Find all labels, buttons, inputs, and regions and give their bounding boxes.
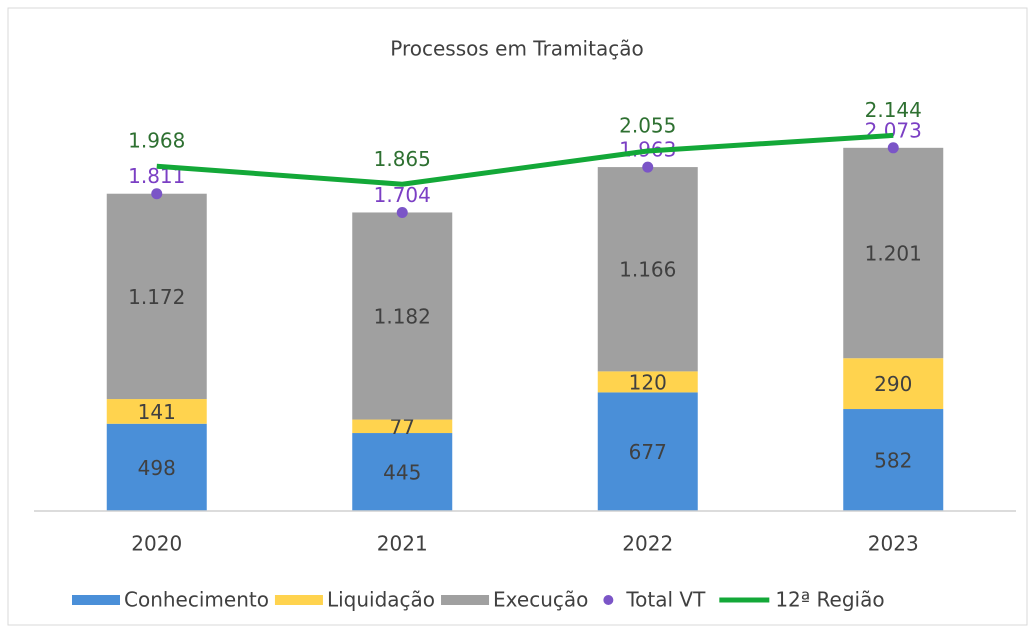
legend-swatch [441,595,490,605]
data-label: 290 [874,372,912,396]
data-label: 498 [138,456,176,480]
x-tick-label: 2022 [622,532,673,556]
legend-label: Total VT [625,588,706,612]
line-series [156,132,894,187]
data-label: 141 [138,400,176,424]
bar-segment [106,193,207,400]
x-tick-label: 2020 [131,532,182,556]
point [642,161,654,173]
bar-segment [843,147,944,359]
data-label: 1.172 [128,285,185,309]
data-label: 1.865 [374,147,431,171]
bar-segment [597,167,698,372]
legend-label: Liquidação [327,588,435,612]
data-label: 2.055 [619,113,676,137]
data-label: 1.166 [619,258,676,282]
data-label: 1.704 [374,183,431,207]
data-label: 1.182 [374,305,431,329]
chart-title: Processos em Tramitação [390,37,643,61]
point [887,142,899,154]
legend-swatch [603,595,614,605]
bar-segment [106,399,207,424]
x-tick-label: 2021 [377,532,428,556]
data-label: 582 [874,449,912,473]
bar-segment [352,419,453,434]
bar-segment [352,212,453,420]
legend-label: Execução [493,588,588,612]
bar-segment [597,392,698,511]
data-label: 677 [629,440,667,464]
legend-label: 12ª Região [775,588,884,612]
legend-swatch [274,595,323,605]
data-label: 1.968 [128,129,185,153]
legend-swatch [72,595,120,605]
bar-segment [843,409,944,511]
data-label: 2.144 [865,98,922,122]
data-label: 120 [629,370,667,394]
bar-segment [597,371,698,393]
bar-segment [106,423,207,511]
bar-segment [843,358,944,410]
bar-segment [352,433,453,511]
point [151,188,163,200]
legend-label: Conhecimento [124,588,269,612]
data-label: 445 [383,461,421,485]
x-tick-label: 2023 [868,532,919,556]
point [396,206,408,218]
data-label: 1.201 [865,242,922,266]
